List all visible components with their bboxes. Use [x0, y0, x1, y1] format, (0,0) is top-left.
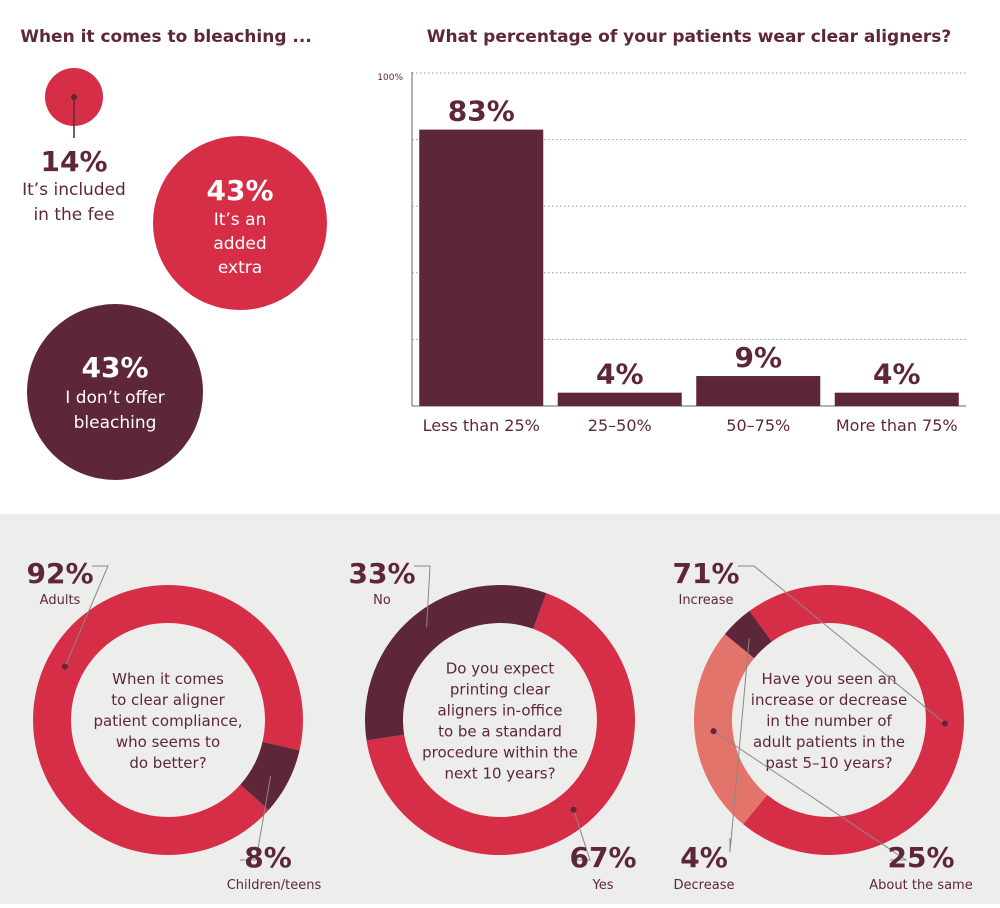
bar-value-label: 4% [596, 358, 644, 391]
donut-question-line: adult patients in the [753, 733, 905, 751]
bleaching-added-extra-label-line-3: extra [218, 258, 262, 278]
bleaching-included-label-line-2: in the fee [33, 205, 114, 225]
bleaching-added-extra-label-line-1: It’s an [214, 210, 267, 230]
donut-chart-2: Do you expect printing clear aligners in-o… [348, 557, 636, 893]
donut-callout-dot [746, 632, 753, 639]
donut-callout-dot [61, 663, 68, 670]
donut-callout-line [64, 565, 109, 667]
donut-chart-3: Have you seen an increase or decrease in t… [672, 557, 972, 893]
donut-slice-pct: 92% [26, 557, 93, 590]
donut-slice [743, 584, 964, 855]
bar-chart-y-tick-label: 100% [377, 73, 403, 83]
donut-slice-name: No [373, 593, 391, 608]
bleaching-not-offered-pct: 43% [81, 351, 148, 384]
bleaching-not-offered-label-line-1: I don’t offer [65, 388, 164, 408]
bar-2 [696, 376, 821, 406]
donut-slice-pct: 67% [569, 841, 636, 874]
donut-slice-name: Increase [678, 593, 733, 608]
donut-question-line: who seems to [116, 733, 220, 751]
donut-question-line: printing clear [450, 681, 551, 699]
bleaching-included-pct: 14% [40, 145, 107, 178]
donut-question-line: increase or decrease [751, 691, 907, 709]
bar-chart-title: What percentage of your patients wear cl… [427, 27, 951, 47]
bar-category-label: 50–75% [726, 416, 790, 435]
donut-slice [365, 585, 547, 741]
donut-slice-name: Adults [40, 593, 81, 608]
donut-question-line: procedure within the [422, 744, 578, 762]
donut-question-line: to clear aligner [111, 691, 225, 709]
donut-question-line: Do you expect [446, 660, 555, 678]
donut-callout-line [713, 730, 908, 861]
bar-chart-marks: 83% Less than 25% 4% 25–50% 9% 50–75% 4% More t… [419, 95, 959, 435]
bar-value-label: 83% [448, 95, 515, 128]
donut-slice-name: Decrease [674, 878, 735, 893]
donut-callout-dot [423, 627, 430, 634]
bar-3 [834, 392, 959, 406]
bleaching-added-extra-label-line-2: added [213, 234, 266, 254]
donut-question-line: next 10 years? [444, 765, 555, 783]
donut-question-line: do better? [129, 754, 206, 772]
donut-question-line: to be a standard [438, 723, 562, 741]
donut-question-line: Have you seen an [762, 670, 897, 688]
donut-question-line: in the number of [766, 712, 892, 730]
bar-category-label: Less than 25% [423, 416, 540, 435]
bleaching-bubble-added-extra [153, 136, 327, 310]
donut-callout-dot [710, 728, 717, 735]
donut-chart-1: When it comes to clear aligner patient com… [26, 557, 321, 893]
donut-slice-name: Children/teens [227, 878, 322, 893]
donut-callout-dot [570, 806, 577, 813]
donut-callout-line [573, 809, 591, 861]
donut-callout-line [729, 635, 750, 853]
donut-callout-dot [941, 720, 948, 727]
bleaching-bubble-not-offered [27, 304, 203, 480]
bleaching-included-label-line-1: It’s included [22, 180, 126, 200]
donut-slice-pct: 25% [887, 841, 954, 874]
donut-slice-pct: 8% [244, 841, 292, 874]
bar-category-label: More than 75% [836, 416, 958, 435]
bleaching-added-extra-pct: 43% [206, 174, 273, 207]
bar-1 [557, 392, 682, 406]
donut-question-line: past 5–10 years? [765, 754, 892, 772]
donut-slice-name: About the same [869, 878, 972, 893]
donut-slice [694, 634, 768, 825]
bar-0 [419, 129, 544, 407]
bleaching-title: When it comes to bleaching ... [20, 27, 312, 47]
bar-value-label: 4% [873, 358, 921, 391]
donut-slice-pct: 33% [348, 557, 415, 590]
bleaching-bubble-included-dot [71, 94, 77, 100]
donut-charts: When it comes to clear aligner patient com… [26, 557, 972, 893]
bar-category-label: 25–50% [588, 416, 652, 435]
donut-slice-pct: 71% [672, 557, 739, 590]
bleaching-not-offered-label-line-2: bleaching [74, 413, 157, 433]
donut-slice-pct: 4% [680, 841, 728, 874]
donut-callout-dot [268, 770, 275, 777]
bar-value-label: 9% [734, 341, 782, 374]
donut-question-line: When it comes [112, 670, 224, 688]
donut-callout-line [738, 565, 946, 724]
donut-slice [366, 593, 635, 856]
donut-question-line: aligners in-office [437, 702, 562, 720]
donut-callout-line [414, 565, 431, 631]
donut-slice-name: Yes [592, 878, 614, 893]
donut-question-line: patient compliance, [94, 712, 243, 730]
donut-callout-line [240, 773, 272, 861]
